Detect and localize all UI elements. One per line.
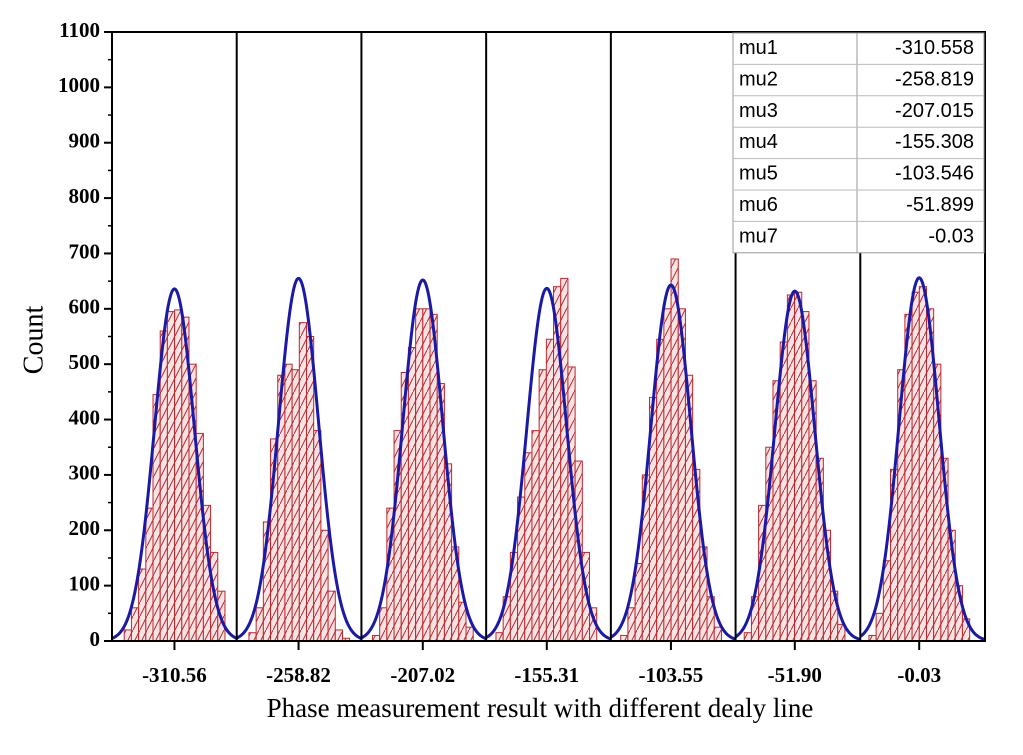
fit-curve xyxy=(111,287,238,640)
bar xyxy=(786,294,796,642)
bar xyxy=(166,311,176,642)
bar xyxy=(713,626,722,642)
bar xyxy=(320,529,329,642)
y-tick-label: 900 xyxy=(69,129,101,153)
bar xyxy=(531,430,540,642)
bar xyxy=(911,291,920,642)
table-cell: mu6 xyxy=(739,194,778,216)
table-cell: mu2 xyxy=(739,68,778,90)
bar xyxy=(663,308,672,642)
table-cell: mu1 xyxy=(739,37,778,59)
bar xyxy=(627,607,636,642)
bar xyxy=(248,632,257,642)
bar xyxy=(159,330,168,642)
table-cell: -0.03 xyxy=(928,225,974,247)
y-axis-label: Count xyxy=(18,306,49,375)
x-tick-label: -310.56 xyxy=(142,663,207,687)
bar xyxy=(779,341,788,642)
y-tick-label: 0 xyxy=(90,627,101,651)
y-tick-label: 1100 xyxy=(59,18,100,42)
table-cell: -258.819 xyxy=(895,68,974,90)
table-cell: -51.899 xyxy=(906,194,974,216)
bar xyxy=(255,607,264,642)
table-cell: -103.546 xyxy=(895,163,974,185)
fit-curve xyxy=(236,276,363,640)
bar xyxy=(918,286,927,642)
x-tick-label: -258.82 xyxy=(266,663,331,687)
table-cell: mu4 xyxy=(739,131,778,153)
x-tick-label: -103.55 xyxy=(639,663,704,687)
fit-curve xyxy=(734,289,861,641)
bar xyxy=(422,308,431,642)
bar xyxy=(875,612,884,642)
bar xyxy=(794,291,803,642)
plot-frame xyxy=(111,31,986,642)
y-tick-label: 600 xyxy=(69,295,101,319)
fit-curve xyxy=(859,276,986,641)
bar xyxy=(415,308,424,642)
x-tick-label: -155.31 xyxy=(514,663,579,687)
bar xyxy=(123,629,132,642)
y-tick-label: 500 xyxy=(69,350,101,374)
bar xyxy=(291,369,300,642)
bar xyxy=(306,336,315,642)
y-tick-label: 1000 xyxy=(58,73,100,97)
bar xyxy=(465,626,474,642)
y-tick-label: 400 xyxy=(69,405,101,429)
bar xyxy=(379,607,388,642)
bar xyxy=(524,452,533,642)
table-cell: mu7 xyxy=(739,225,778,247)
y-tick-label: 200 xyxy=(69,516,101,540)
bar xyxy=(743,632,752,642)
table-cell: mu5 xyxy=(739,163,778,185)
table-cell: -207.015 xyxy=(895,100,974,122)
x-tick-label: -207.02 xyxy=(390,663,455,687)
bar xyxy=(545,338,555,642)
bar xyxy=(538,369,547,642)
bar xyxy=(130,607,140,642)
bar xyxy=(334,629,343,642)
bar xyxy=(882,560,892,642)
fit-curve xyxy=(360,278,487,641)
bar xyxy=(298,322,308,642)
x-tick-label: -0.03 xyxy=(897,663,941,687)
y-tick-label: 100 xyxy=(69,571,101,595)
y-tick-label: 300 xyxy=(69,461,101,485)
bar xyxy=(495,632,504,642)
fit-curve xyxy=(610,283,737,641)
y-tick-label: 800 xyxy=(69,184,101,208)
bar xyxy=(284,363,293,642)
table-cell: -310.558 xyxy=(895,37,974,59)
y-tick-label: 700 xyxy=(69,239,101,263)
table-cell: mu3 xyxy=(739,100,778,122)
fit-curve xyxy=(485,286,612,641)
bar xyxy=(313,430,322,642)
bar xyxy=(634,562,643,642)
bar xyxy=(656,338,665,642)
x-axis-label: Phase measurement result with different … xyxy=(267,693,814,723)
bar xyxy=(327,590,336,642)
x-tick-label: -51.90 xyxy=(768,663,822,687)
bar xyxy=(560,277,569,642)
table-cell: -155.308 xyxy=(895,131,974,153)
bar xyxy=(145,507,154,642)
bar xyxy=(670,258,679,642)
bar xyxy=(174,309,183,642)
bar xyxy=(407,347,417,642)
table-bg xyxy=(732,32,985,254)
bar xyxy=(138,568,147,642)
